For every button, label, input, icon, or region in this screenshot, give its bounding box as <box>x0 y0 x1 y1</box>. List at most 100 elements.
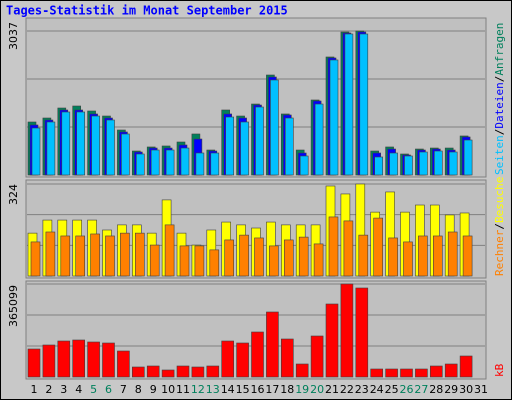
legend-entry: Rechner <box>493 229 506 276</box>
bar <box>120 232 130 277</box>
bar <box>239 234 249 277</box>
bar <box>117 350 130 378</box>
x-tick-label: 21 <box>325 383 339 396</box>
bar <box>403 241 413 277</box>
bar <box>314 103 324 176</box>
bar <box>236 342 249 378</box>
bar <box>191 366 205 378</box>
bar <box>91 115 100 176</box>
bar <box>433 150 443 176</box>
bar <box>132 366 145 378</box>
legend-entry: Dateien <box>493 82 506 128</box>
x-tick-label: 6 <box>105 383 112 396</box>
x-tick-label: 13 <box>206 383 220 396</box>
bar <box>135 232 145 277</box>
bar <box>106 119 115 176</box>
bar <box>269 245 279 277</box>
bar <box>210 152 220 176</box>
x-tick-label: 5 <box>90 383 97 396</box>
legend-entry: Anfragen <box>493 23 506 76</box>
bar <box>150 149 160 176</box>
legend: kB <box>493 363 506 377</box>
bar <box>164 224 175 277</box>
y-tick-label: 365099 <box>7 285 20 327</box>
x-tick-label: 27 <box>414 383 428 396</box>
bar <box>30 241 41 277</box>
bar <box>447 231 458 277</box>
bar <box>359 33 369 176</box>
bar <box>46 121 56 176</box>
bar <box>209 249 220 277</box>
x-tick-label: 26 <box>400 383 414 396</box>
bar <box>344 33 354 176</box>
bar <box>388 237 398 277</box>
bar <box>121 133 130 176</box>
bar <box>195 152 205 176</box>
x-tick-label: 20 <box>310 383 324 396</box>
x-tick-label: 31 <box>474 383 488 396</box>
bar <box>418 235 428 277</box>
bar <box>400 368 413 378</box>
bar <box>180 147 190 176</box>
legend: Seiten/Dateien/Anfragen <box>493 23 506 175</box>
bar <box>370 368 384 378</box>
bar <box>358 234 369 277</box>
bar <box>225 116 234 176</box>
bar <box>136 153 145 176</box>
x-tick-label: 23 <box>355 383 369 396</box>
bar <box>240 121 249 176</box>
y-tick-label: 3037 <box>7 22 20 50</box>
bar <box>45 231 56 277</box>
bar <box>373 217 384 277</box>
legend-entry: Besuche <box>493 177 506 223</box>
bar <box>463 139 473 176</box>
bar <box>374 156 384 176</box>
x-tick-label: 7 <box>120 383 127 396</box>
bar <box>270 79 279 176</box>
bar <box>224 239 234 277</box>
bar <box>179 245 190 277</box>
bar <box>27 348 41 378</box>
x-tick-label: 10 <box>161 383 175 396</box>
bar <box>76 111 85 176</box>
x-tick-label: 16 <box>251 383 265 396</box>
x-tick-label: 9 <box>150 383 157 396</box>
bar <box>221 340 234 378</box>
bar <box>343 220 354 277</box>
bar <box>444 363 458 378</box>
bar <box>280 338 294 378</box>
bar <box>325 303 339 378</box>
bar <box>340 283 354 378</box>
bar <box>57 340 71 378</box>
bar <box>429 365 443 378</box>
x-tick-label: 1 <box>31 383 38 396</box>
bar <box>310 335 324 378</box>
bar <box>283 239 294 277</box>
bar <box>419 151 428 176</box>
x-tick-label: 17 <box>265 383 279 396</box>
bar <box>149 244 160 277</box>
bar <box>389 152 398 176</box>
bar <box>61 111 71 176</box>
x-tick-label: 12 <box>191 383 205 396</box>
bar <box>299 155 309 176</box>
bar <box>90 233 100 277</box>
bar <box>60 235 71 277</box>
bar <box>31 127 41 176</box>
bar <box>329 59 339 176</box>
x-tick-label: 30 <box>459 383 473 396</box>
bar <box>255 106 264 176</box>
bar <box>355 287 369 378</box>
bar <box>404 155 413 176</box>
x-tick-label: 11 <box>176 383 190 396</box>
bar <box>415 368 428 378</box>
x-tick-label: 24 <box>370 383 384 396</box>
bar <box>459 355 473 378</box>
x-tick-label: 19 <box>295 383 309 396</box>
chart-title: Tages-Statistik im Monat September 2015 <box>6 4 288 18</box>
x-tick-label: 15 <box>236 383 250 396</box>
x-tick-label: 18 <box>280 383 294 396</box>
bar <box>266 311 279 378</box>
